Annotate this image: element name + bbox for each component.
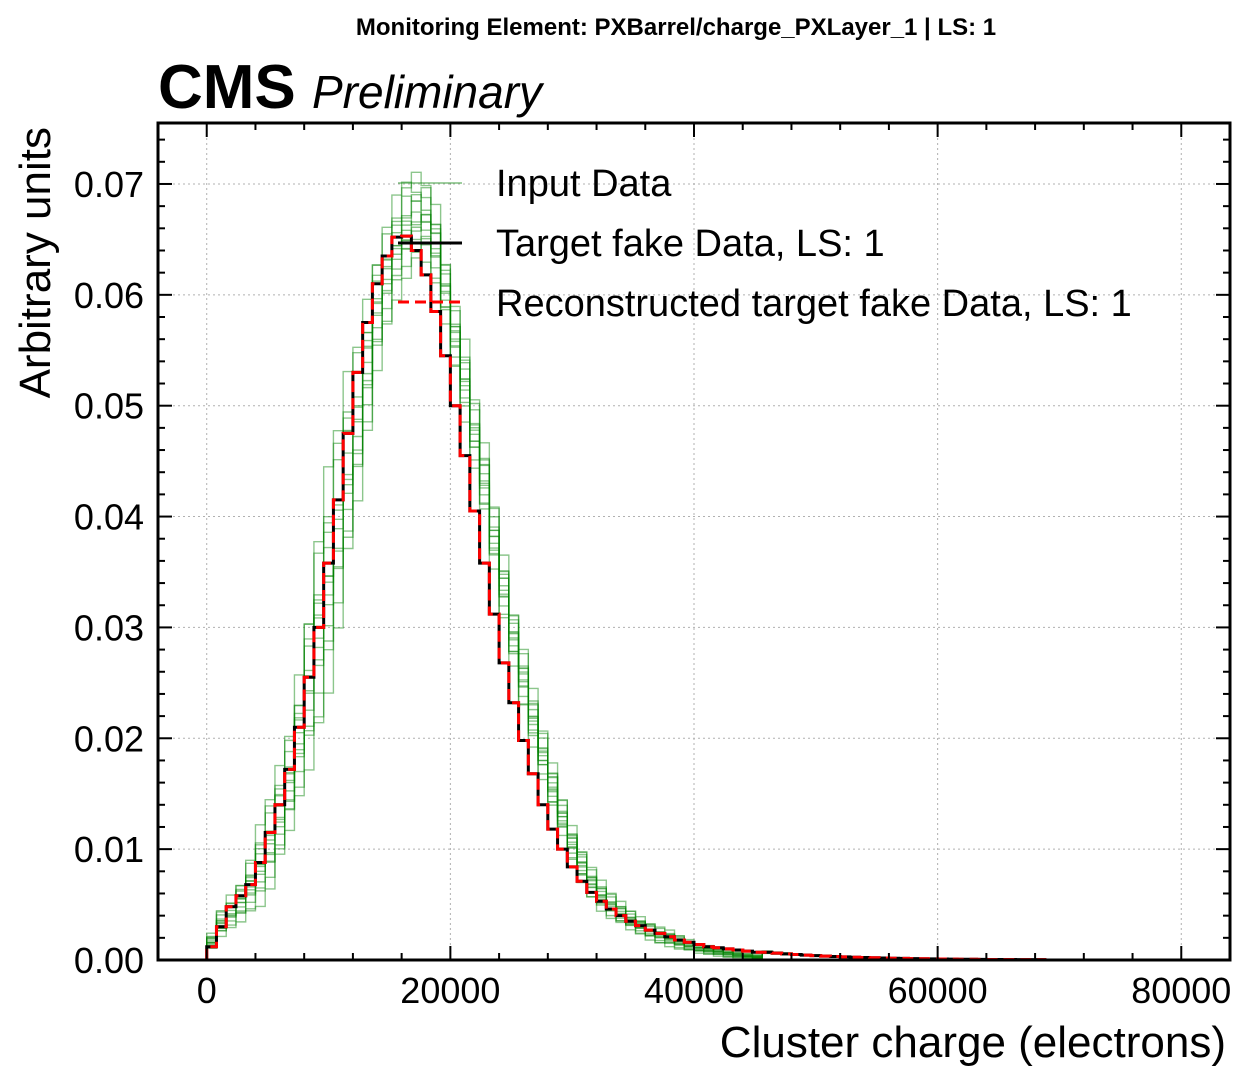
y-tick-label: 0.00 [74,940,144,981]
x-tick-label: 20000 [400,970,500,1011]
y-tick-labels: 0.00 0.01 0.02 0.03 0.04 0.05 0.06 0.07 [74,164,144,981]
x-tick-label: 80000 [1131,970,1231,1011]
y-axis-label: Arbitrary units [11,127,60,398]
x-tick-label: 0 [197,970,217,1011]
y-tick-label: 0.01 [74,829,144,870]
x-tick-label: 60000 [888,970,988,1011]
figure-suptitle: Monitoring Element: PXBarrel/charge_PXLa… [356,14,996,41]
y-tick-label: 0.04 [74,497,144,538]
cms-label: CMS [158,53,296,122]
legend: Input Data Target fake Data, LS: 1 Recon… [398,163,1132,325]
y-tick-label: 0.07 [74,164,144,205]
x-axis-label: Cluster charge (electrons) [720,1018,1226,1067]
axis-ticks [157,123,1231,961]
preliminary-label: Preliminary [312,66,545,118]
series-reconstructed-target-fake-data [205,234,1047,960]
y-tick-label: 0.03 [74,607,144,648]
legend-reconstructed-label: Reconstructed target fake Data, LS: 1 [496,283,1132,325]
legend-input-data-label: Input Data [496,163,672,205]
legend-target-fake-data-label: Target fake Data, LS: 1 [496,223,885,265]
plot-area [205,171,1047,960]
x-tick-label: 40000 [644,970,744,1011]
y-tick-label: 0.02 [74,718,144,759]
x-tick-labels: 0 20000 40000 60000 80000 [197,970,1232,1011]
y-tick-label: 0.05 [74,386,144,427]
y-tick-label: 0.06 [74,275,144,316]
